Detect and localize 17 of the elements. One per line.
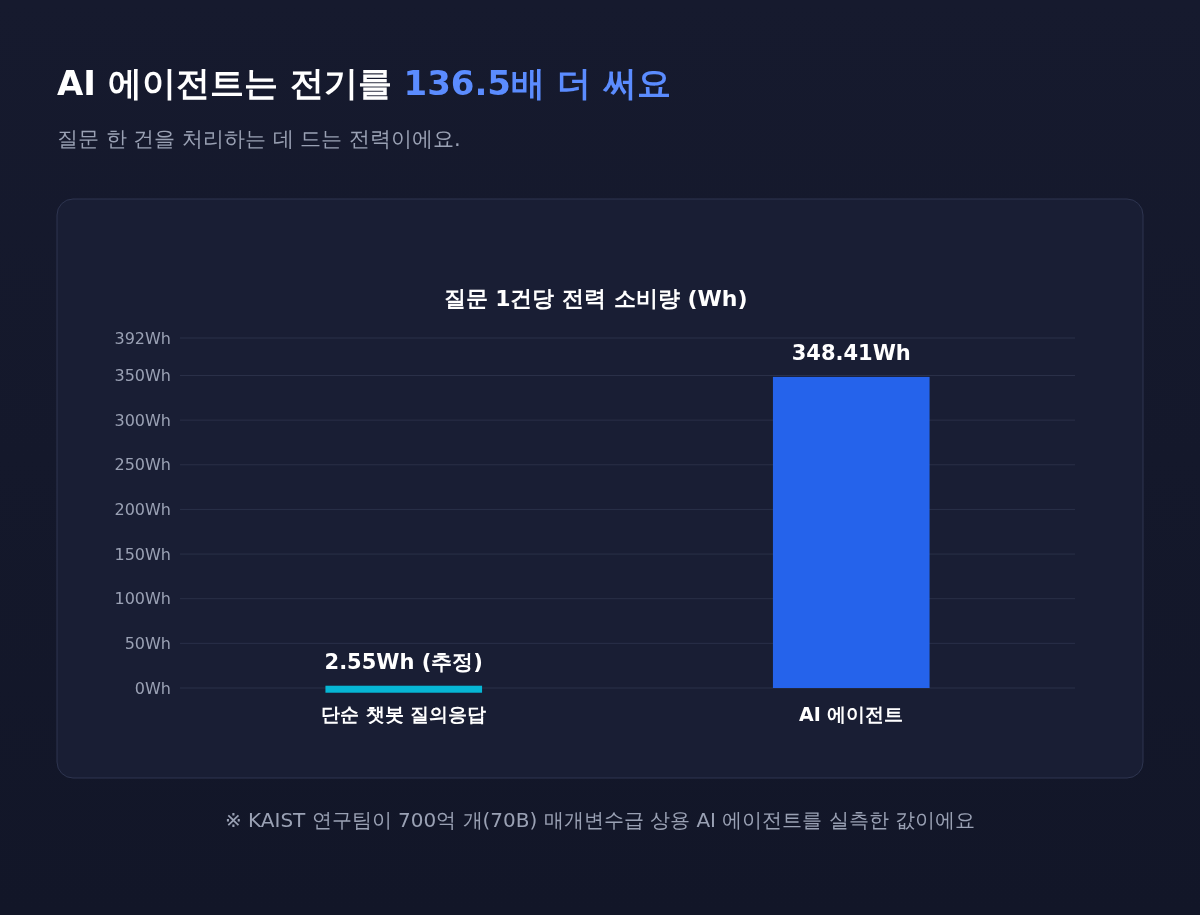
chart-subtitle: 질문 한 건을 처리하는 데 드는 전력이에요. <box>57 127 461 151</box>
data-label: 348.41Wh <box>791 340 911 365</box>
y-tick-label: 350Wh <box>114 366 171 386</box>
x-tick-label: AI 에이전트 <box>799 703 904 725</box>
y-tick-label: 100Wh <box>114 589 171 609</box>
x-tick-label: 단순 챗봇 질의응답 <box>321 703 487 725</box>
chart-title: AI 에이전트는 전기를 136.5배 더 써요 <box>57 63 671 103</box>
y-tick-label: 150Wh <box>114 544 171 564</box>
text: ※ KAIST 연구팀이 700억 개(70B) 매개변수급 상용 AI 에이전트를 실측한 값이에요 <box>224 808 976 832</box>
y-tick-label: 200Wh <box>114 500 171 520</box>
y-tick-label: 0Wh <box>134 678 171 698</box>
text: 질문 1건당 전력 소비량 (Wh) <box>443 286 748 311</box>
data-label: 2.55Wh (추정) <box>324 649 483 674</box>
y-tick-label: 300Wh <box>114 410 171 430</box>
y-tick-label: 50Wh <box>124 633 171 653</box>
y-tick-label: 392Wh <box>114 328 171 348</box>
y-tick-label: 250Wh <box>114 455 171 475</box>
